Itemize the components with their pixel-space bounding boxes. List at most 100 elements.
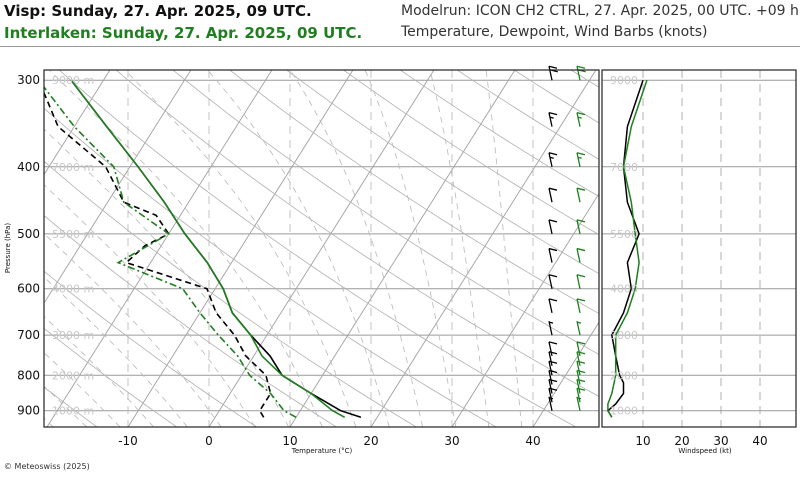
moist-adiabat — [44, 233, 222, 427]
visp-wind-barb — [548, 298, 553, 313]
variables-label: Temperature, Dewpoint, Wind Barbs (knots… — [401, 24, 708, 40]
windspeed-tick-label: 10 — [635, 434, 650, 448]
visp-wind-barb-flag — [548, 152, 558, 156]
pressure-tick-label: 400 — [17, 160, 40, 174]
isotherm-line — [46, 70, 273, 427]
dry-adiabat — [742, 70, 800, 427]
moist-adiabat — [48, 70, 323, 427]
moist-adiabat — [364, 70, 457, 427]
interlaken-wind-barb — [576, 388, 581, 403]
visp-wind-barb-flag — [548, 247, 558, 252]
height-label: 9000 m — [52, 74, 94, 87]
interlaken-wind-barb-flag — [576, 298, 586, 302]
interlaken-wind-barb — [576, 379, 581, 394]
wind-height-label: 9000 — [610, 74, 638, 87]
copyright-credit: © Meteoswiss (2025) — [4, 462, 90, 471]
pressure-tick-label: 500 — [17, 227, 40, 241]
temperature-tick-label: 30 — [444, 434, 459, 448]
visp-wind-barb — [548, 351, 553, 366]
windspeed-tick-label: 40 — [752, 434, 767, 448]
wind-height-label: 2000 — [610, 369, 638, 382]
temperature-tick-label: 20 — [363, 434, 378, 448]
visp-dewpoint-line — [44, 90, 272, 418]
chart-title-interlaken: Interlaken: Sunday, 27. Apr. 2025, 09 UT… — [4, 24, 363, 42]
interlaken-temperature-line — [70, 79, 346, 419]
interlaken-wind-barb-flag — [576, 152, 586, 156]
visp-wind-barb-flag — [548, 341, 558, 345]
dry-adiabat — [343, 70, 599, 236]
isotherm-line — [44, 70, 111, 176]
dry-adiabat — [229, 70, 599, 314]
wind-height-label: 1000 — [610, 405, 638, 418]
height-label: 3000 m — [52, 329, 94, 342]
skewt-grid — [44, 70, 800, 427]
moist-adiabat — [289, 70, 423, 427]
visp-wind-barb-flag — [548, 360, 558, 364]
windspeed-profiles — [606, 79, 648, 418]
windspeed-axis-label: Windspeed (kt) — [678, 447, 731, 455]
interlaken-wind-barb-flag — [576, 351, 586, 355]
isotherm-line — [208, 70, 435, 427]
temperature-tick-label: 40 — [525, 434, 540, 448]
temperature-tick-label: -10 — [118, 434, 138, 448]
dry-adiabat — [685, 70, 800, 427]
visp-windspeed-line — [606, 79, 644, 418]
interlaken-wind-barb-flag — [576, 65, 586, 69]
visp-wind-barb-flag — [548, 387, 558, 391]
windspeed-tick-label: 30 — [713, 434, 728, 448]
visp-wind-barb — [548, 388, 553, 403]
isotherm-line — [695, 70, 800, 427]
visp-wind-barb-flag — [548, 274, 558, 278]
height-label: 1000 m — [52, 405, 94, 418]
isotherm-line — [127, 70, 354, 427]
pressure-tick-label: 300 — [17, 73, 40, 87]
interlaken-wind-barb — [576, 248, 581, 263]
isotherm-line — [289, 70, 516, 427]
dry-adiabat — [44, 386, 98, 427]
isotherm-line — [451, 192, 599, 427]
visp-wind-barb-flag — [548, 219, 558, 223]
temperature-tick-label: 10 — [282, 434, 297, 448]
visp-wind-barb — [548, 188, 553, 203]
modelrun-label: Modelrun: ICON CH2 CTRL, 27. Apr. 2025, … — [401, 3, 799, 19]
dry-adiabat — [44, 215, 337, 427]
moist-adiabat — [485, 70, 523, 427]
chart-frames — [43, 69, 797, 428]
interlaken-wind-barb-flag — [576, 247, 586, 252]
wind-height-label: 7000 — [610, 161, 638, 174]
x-axis-label: Temperature (°C) — [291, 447, 353, 455]
moist-adiabat — [44, 128, 289, 427]
visp-wind-barb — [548, 248, 553, 263]
interlaken-wind-barb — [576, 66, 581, 81]
dry-adiabat — [44, 270, 257, 427]
height-label: 4000 m — [52, 283, 94, 296]
interlaken-wind-barb — [576, 351, 581, 366]
main-plot-frame — [43, 69, 600, 428]
moist-adiabat — [429, 70, 490, 427]
interlaken-wind-barb — [576, 298, 581, 313]
interlaken-wind-barb-flag — [576, 378, 586, 383]
interlaken-wind-barb — [576, 396, 581, 411]
interlaken-dewpoint-line — [44, 85, 297, 419]
visp-wind-barb-half — [548, 321, 554, 324]
interlaken-wind-barb — [576, 152, 581, 167]
temperature-tick-label: 0 — [205, 434, 213, 448]
dry-adiabat — [570, 70, 599, 88]
moist-adiabat — [44, 184, 256, 427]
isotherm-line — [532, 321, 599, 427]
visp-wind-barb — [548, 152, 553, 167]
dry-adiabat — [172, 70, 599, 355]
dry-adiabat — [286, 70, 599, 275]
dry-adiabat — [628, 70, 800, 427]
interlaken-wind-barb-half — [577, 116, 582, 119]
pressure-tick-label: 800 — [17, 368, 40, 382]
visp-wind-barb — [548, 341, 553, 357]
visp-wind-barb — [548, 370, 553, 385]
interlaken-wind-barb-flag — [576, 274, 586, 278]
windspeed-tick-label: 20 — [674, 434, 689, 448]
interlaken-wind-barb — [576, 112, 581, 127]
height-label: 5500 m — [52, 228, 94, 241]
visp-wind-barb — [548, 219, 553, 235]
wind-height-label: 5500 — [610, 228, 638, 241]
